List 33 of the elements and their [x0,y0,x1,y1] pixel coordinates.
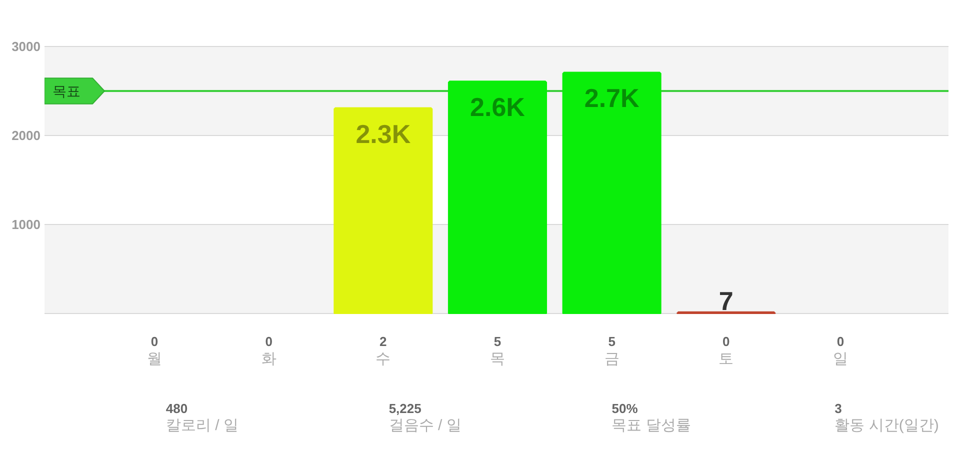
text: 5 [494,334,502,349]
data-label: 2.6K [470,92,526,122]
bar [448,80,548,314]
y-tick-label: 2000 [12,128,40,143]
y-tick-label: 1000 [12,217,40,232]
bar [562,72,662,314]
text: 480 [166,401,188,416]
text: 2 [380,334,387,349]
x-tick-label: 금 [604,350,620,368]
x-tick-label: 화 [261,350,276,368]
text: 활동 시간(일간) [834,417,939,434]
bar [334,107,433,314]
x-tick-label: 목 [490,350,505,368]
data-label: 7 [718,286,734,316]
text: 0 [150,334,158,349]
text: 0 [265,334,272,349]
x-tick-label: 토 [718,350,734,368]
ref-line-label: 목표 [52,82,80,99]
x-tick-label: 일 [832,350,848,368]
text: 목표 달성률 [612,417,691,434]
text: 칼로리 / 일 [166,417,238,434]
x-tick-label: 수 [376,350,391,368]
text: 3 [834,401,842,416]
text: 걸음수 / 일 [388,417,462,434]
y-tick-label: 3000 [12,38,40,54]
data-label: 2.3K [356,118,411,149]
text: 0 [722,334,730,349]
text: 50% [612,401,638,416]
text: 0 [836,334,844,349]
data-label: 2.7K [584,83,640,114]
text: 5 [608,334,616,349]
x-tick-label: 월 [147,350,162,368]
text: 5,225 [388,401,422,416]
